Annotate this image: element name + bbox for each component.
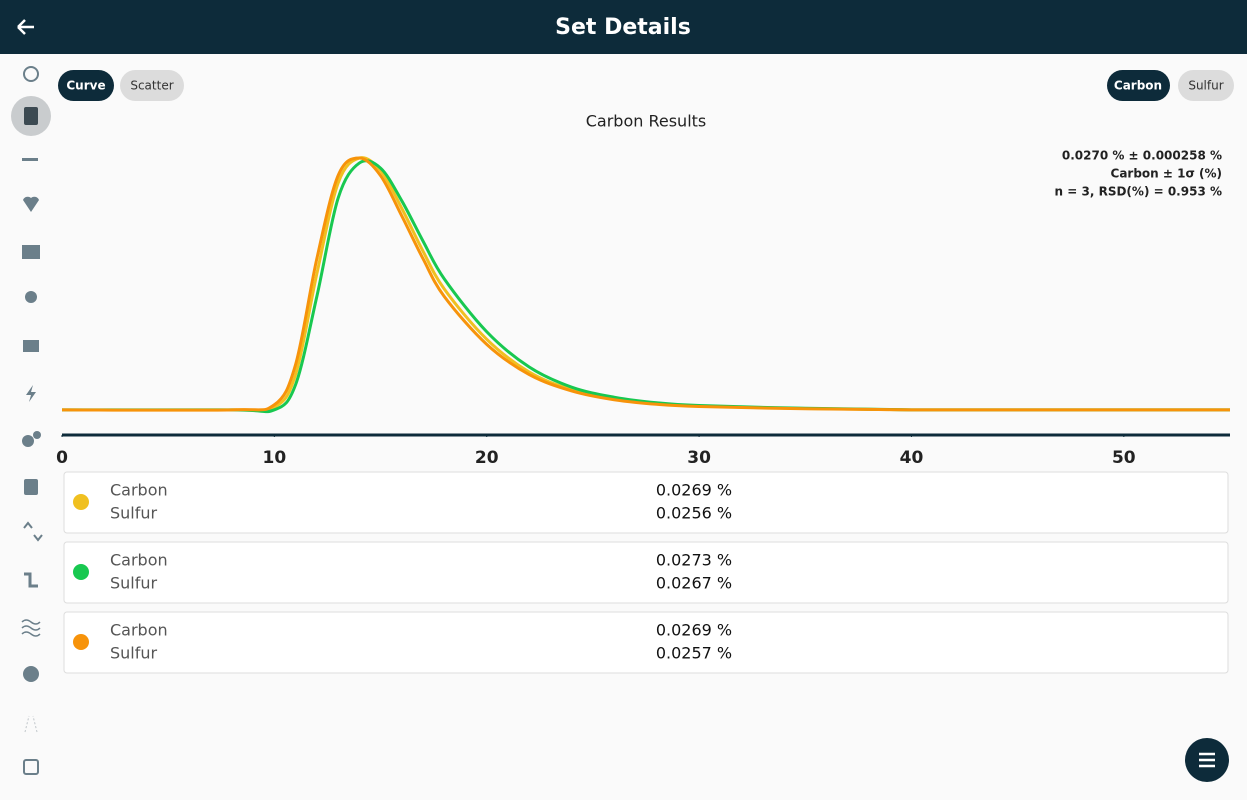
result-value: 0.0269 %: [656, 481, 732, 500]
chip-sulfur[interactable]: [1178, 70, 1234, 101]
nav-icon[interactable]: [33, 431, 41, 439]
nav-icon[interactable]: [26, 385, 36, 402]
x-tick-label: 20: [475, 448, 499, 468]
nav-icon[interactable]: [22, 435, 34, 447]
result-card[interactable]: [63, 471, 1229, 534]
nav-icon[interactable]: [24, 479, 38, 495]
result-value: 0.0256 %: [656, 504, 732, 523]
x-tick-label: 30: [687, 448, 711, 468]
nav-icon[interactable]: [24, 107, 38, 125]
back-button[interactable]: [17, 19, 34, 35]
app-bar: [0, 0, 1247, 54]
result-label: Sulfur: [110, 644, 158, 663]
nav-icon[interactable]: [23, 196, 39, 212]
x-tick-label: 50: [1112, 448, 1136, 468]
chip-scatter[interactable]: [120, 70, 184, 101]
chip-label[interactable]: Carbon: [1114, 79, 1162, 93]
result-label: Carbon: [110, 551, 168, 570]
result-label: Sulfur: [110, 574, 158, 593]
result-value: 0.0273 %: [656, 551, 732, 570]
fab-icon: [1199, 752, 1215, 768]
x-tick-label: 40: [900, 448, 924, 468]
chip-carbon[interactable]: [1107, 70, 1170, 101]
chart-title: Carbon Results: [586, 112, 707, 131]
stat-line: 0.0270 % ± 0.000258 %: [1062, 149, 1222, 163]
nav-icon[interactable]: [23, 759, 39, 775]
nav-icon[interactable]: [23, 66, 39, 82]
nav-icon[interactable]: [25, 291, 37, 303]
result-value: 0.0269 %: [656, 621, 732, 640]
result-value: 0.0267 %: [656, 574, 732, 593]
nav-icon[interactable]: [23, 521, 43, 542]
stat-line: Carbon ± 1σ (%): [1111, 167, 1222, 181]
nav-icon[interactable]: [24, 572, 38, 588]
nav-icon[interactable]: [23, 666, 39, 682]
x-tick-label: 0: [56, 448, 68, 468]
chip-curve[interactable]: [58, 70, 114, 101]
nav-icon[interactable]: [21, 619, 41, 637]
chip-label[interactable]: Scatter: [130, 79, 173, 93]
chip-label[interactable]: Curve: [66, 79, 105, 93]
sidebar: [11, 66, 51, 775]
x-tick-label: 10: [263, 448, 287, 468]
result-dot: [73, 634, 89, 650]
result-card[interactable]: [63, 611, 1229, 674]
result-card[interactable]: [63, 541, 1229, 604]
nav-icon[interactable]: [23, 340, 39, 352]
nav-icon[interactable]: [24, 715, 38, 733]
result-dot: [73, 494, 89, 510]
result-label: Carbon: [110, 481, 168, 500]
nav-icon[interactable]: [22, 245, 40, 259]
result-value: 0.0257 %: [656, 644, 732, 663]
curve: [61, 156, 1230, 412]
result-label: Carbon: [110, 621, 168, 640]
page-title: Set Details: [555, 15, 691, 40]
chip-label[interactable]: Sulfur: [1188, 79, 1223, 93]
result-dot: [73, 564, 89, 580]
result-label: Sulfur: [110, 504, 158, 523]
nav-icon[interactable]: [22, 158, 38, 161]
stat-line: n = 3, RSD(%) = 0.953 %: [1055, 185, 1222, 199]
